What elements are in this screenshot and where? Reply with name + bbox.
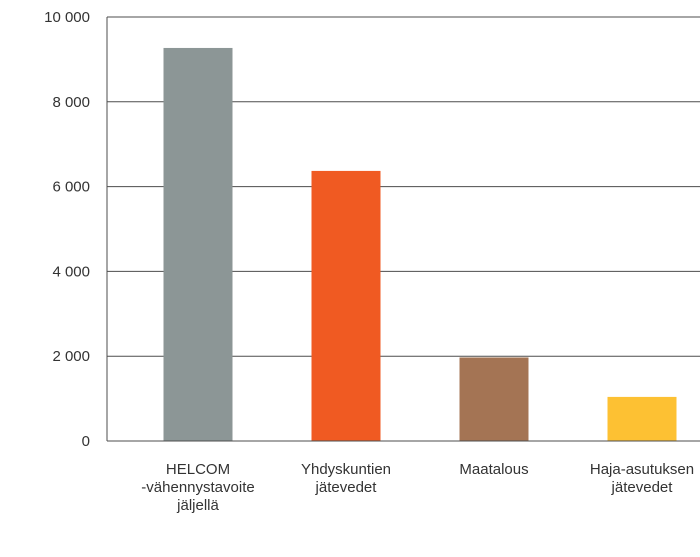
x-category-label: Haja-asutuksen xyxy=(590,461,694,478)
x-category-label: jätevedet xyxy=(315,479,378,496)
bar xyxy=(311,170,381,442)
bar xyxy=(607,396,677,441)
y-tick-label: 0 xyxy=(82,433,90,450)
x-category-label: HELCOM xyxy=(166,461,230,478)
x-category-label: -vähennystavoite xyxy=(141,479,254,496)
x-category-label: jäljellä xyxy=(176,497,219,514)
x-category-label: Maatalous xyxy=(459,461,528,478)
axes xyxy=(106,17,700,442)
y-tick-label: 8 000 xyxy=(52,94,90,111)
bar xyxy=(459,357,529,441)
x-category-label: jätevedet xyxy=(611,479,674,496)
bar xyxy=(163,47,233,442)
x-category-label: Yhdyskuntien xyxy=(301,461,391,478)
y-tick-label: 6 000 xyxy=(52,179,90,196)
y-tick-label: 4 000 xyxy=(52,263,90,280)
bars xyxy=(163,47,677,442)
y-tick-label: 2 000 xyxy=(52,348,90,365)
y-tick-label: 10 000 xyxy=(44,9,90,26)
y-tick-labels: 0 2 000 4 000 6 000 8 000 10 000 xyxy=(44,9,90,450)
